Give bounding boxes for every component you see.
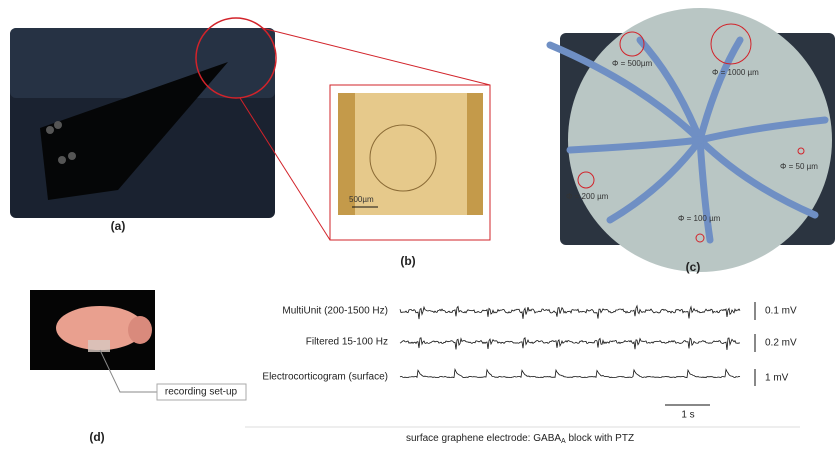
time-label: 1 s (681, 410, 694, 421)
trace-label: Filtered 15-100 Hz (306, 337, 388, 348)
connector (68, 152, 76, 160)
photo-highlight (10, 28, 275, 98)
connector (58, 156, 66, 164)
graphene-patch (88, 340, 110, 352)
diameter-label: Φ = 100 µm (678, 214, 721, 223)
panel-label: (c) (686, 260, 701, 274)
connector (46, 126, 54, 134)
caption: surface graphene electrode: GABAA block … (406, 433, 634, 445)
diameter-label: Φ = 1000 µm (712, 68, 759, 77)
callout-text: recording set-up (165, 387, 238, 398)
diameter-label: Φ = 200 µm (566, 192, 609, 201)
diameter-label: Φ = 500µm (612, 59, 652, 68)
cerebellum (128, 316, 152, 344)
trace (400, 338, 740, 350)
zoom-line (262, 28, 490, 85)
amp-label: 1 mV (765, 373, 789, 384)
caption-text: surface graphene electrode: GABA (406, 433, 561, 444)
caption-text: block with PTZ (566, 433, 634, 444)
trace (400, 306, 740, 319)
connector (54, 121, 62, 129)
trace-label: Electrocorticogram (surface) (262, 372, 388, 383)
diameter-label: Φ = 50 µm (780, 162, 818, 171)
trace-label: MultiUnit (200-1500 Hz) (282, 306, 388, 317)
panel-label: (a) (111, 219, 126, 233)
scale-text: 500µm (349, 195, 374, 204)
amp-label: 0.2 mV (765, 338, 797, 349)
photo-label: graphene (60, 375, 94, 384)
amp-label: 0.1 mV (765, 306, 797, 317)
traces (400, 306, 740, 378)
trace (400, 369, 740, 377)
panel-label: (d) (89, 430, 104, 444)
panel-label: (b) (400, 254, 415, 268)
figure: (a) 500µm (b) Φ = 500µm Φ = 1000 µm Φ = … (0, 0, 837, 447)
